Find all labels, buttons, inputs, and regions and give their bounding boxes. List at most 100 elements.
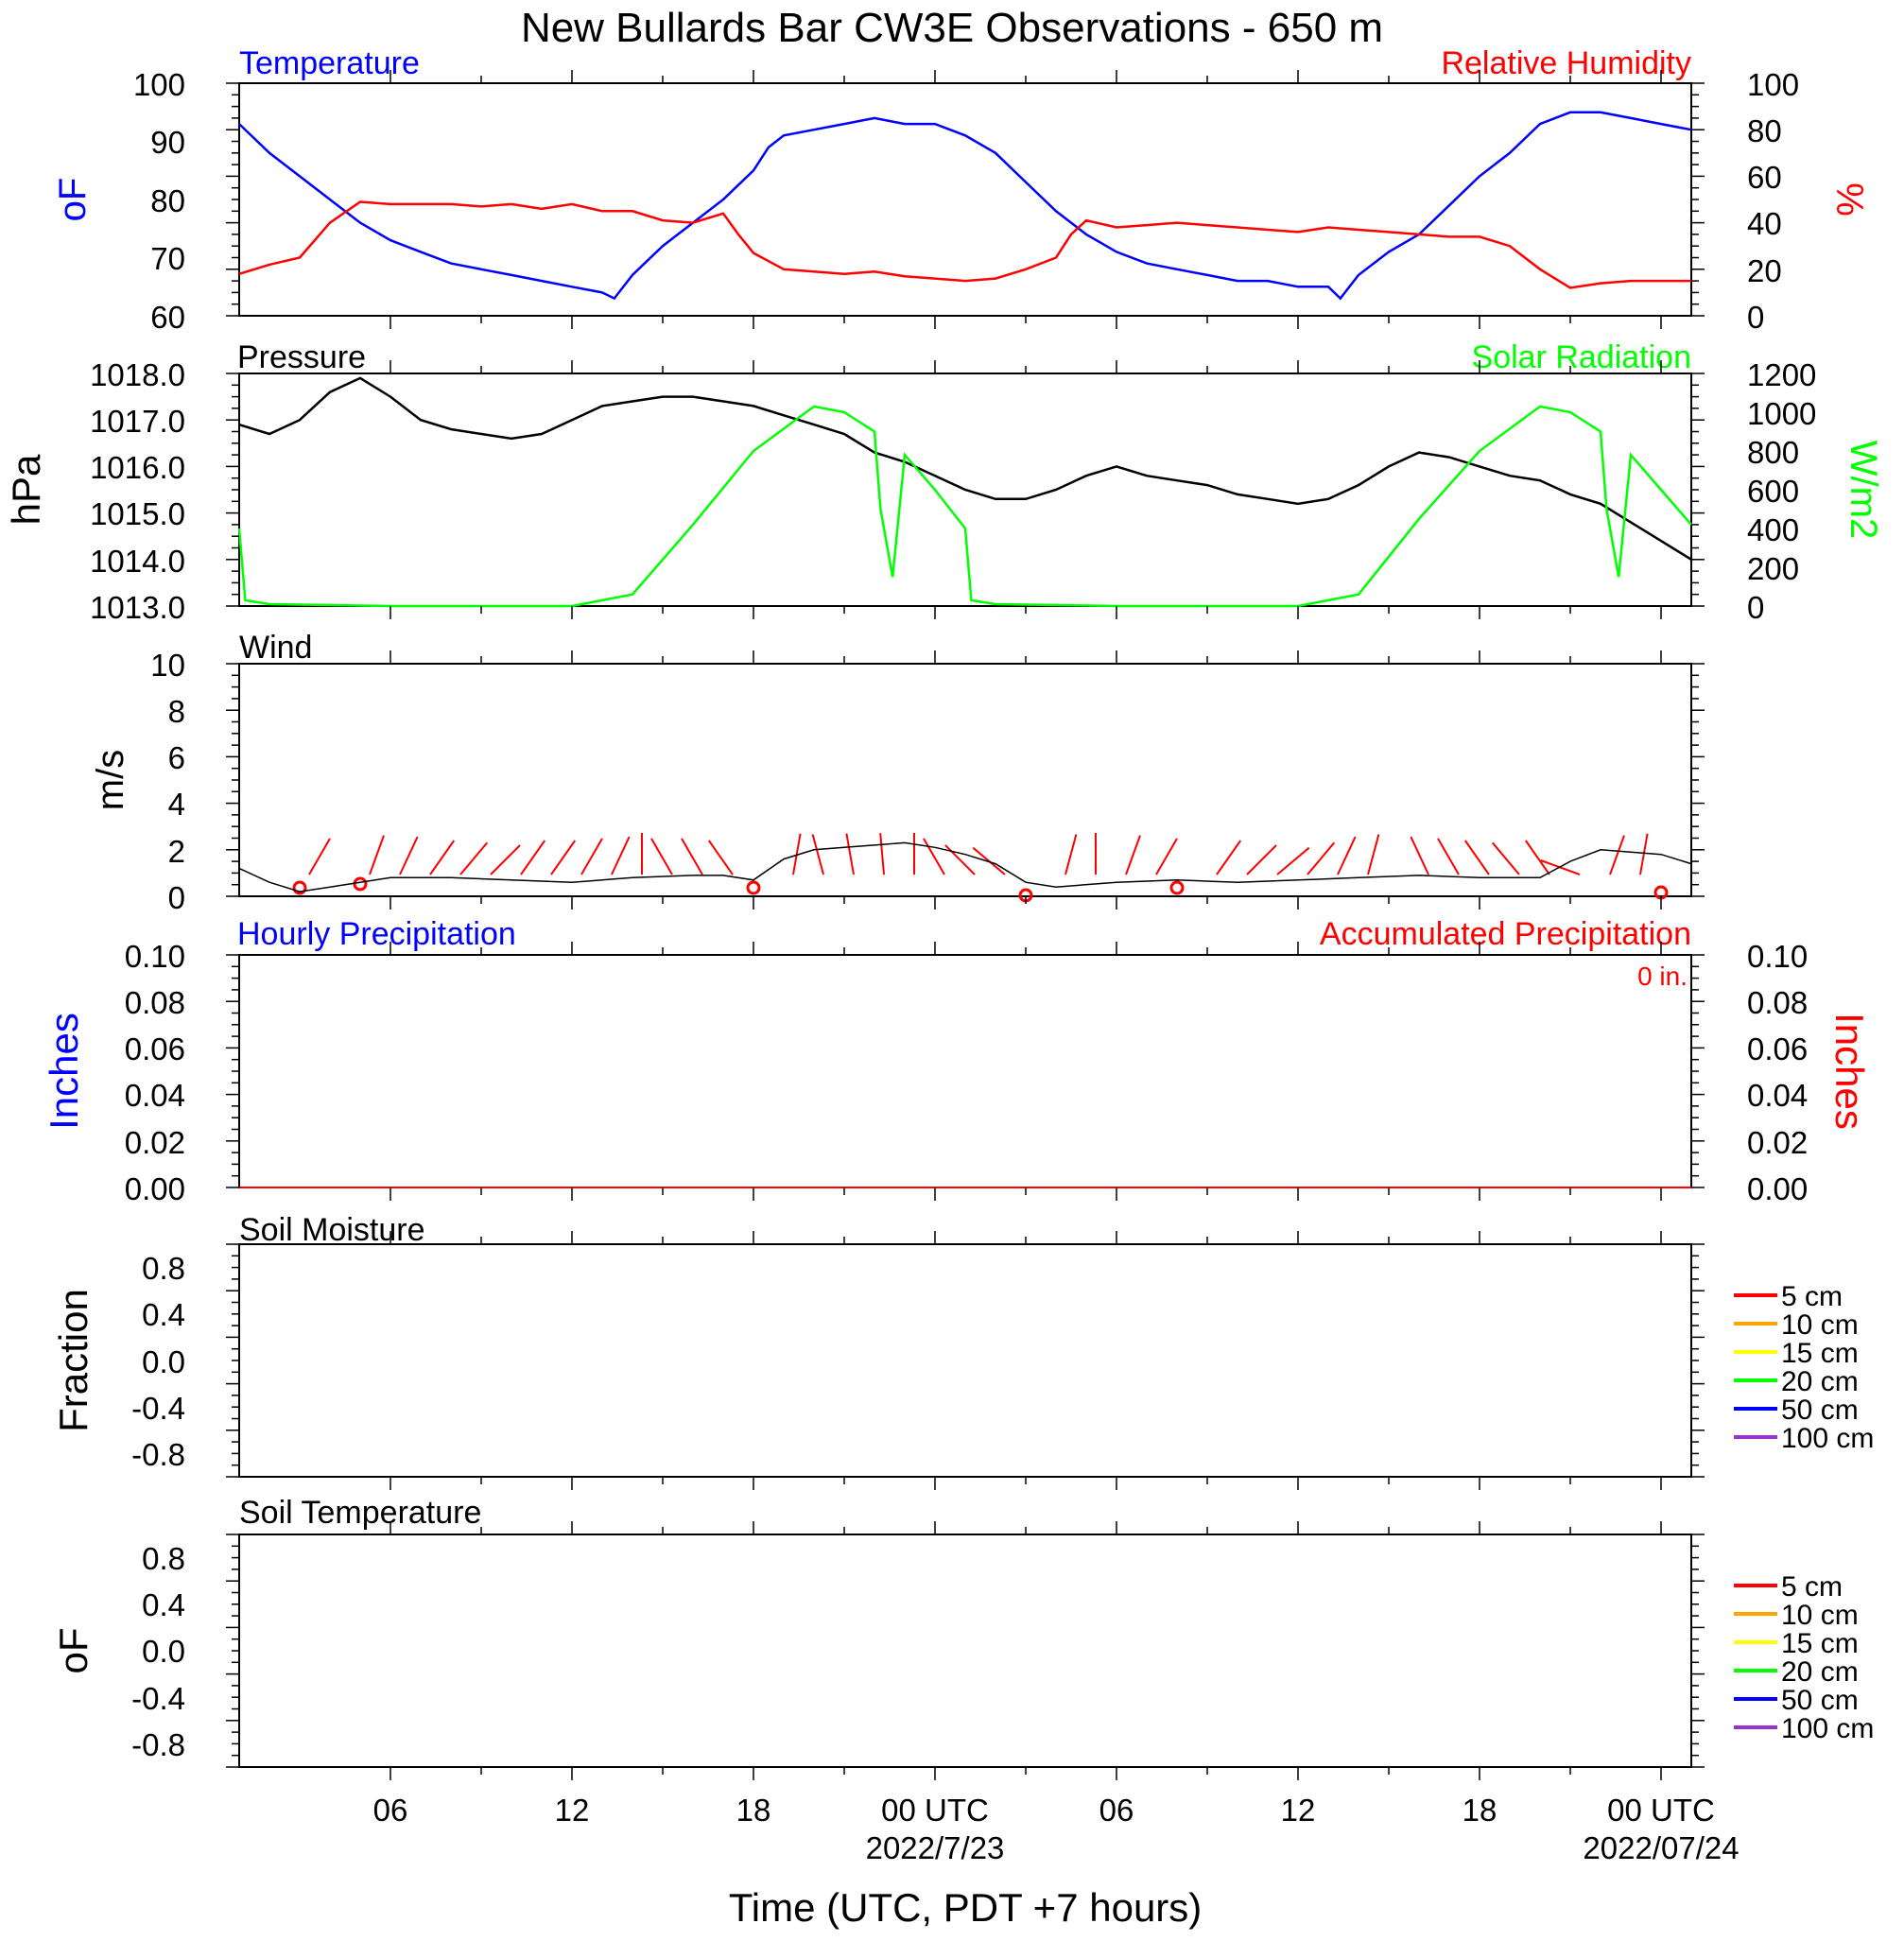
y-tick-label: 0.08	[125, 985, 185, 1020]
y-tick-label: 0.4	[142, 1297, 185, 1332]
accum-precip-title: Accumulated Precipitation	[1320, 916, 1691, 952]
y-tick-label: 0.00	[125, 1171, 185, 1206]
wind-barb	[650, 838, 673, 875]
y-tick-label: -0.4	[131, 1391, 185, 1426]
calm-wind-circle	[1169, 880, 1185, 895]
panel-soil-moisture: Soil Moisture Fraction 0.8 0.4 0.0 -0.4 …	[51, 1212, 1874, 1478]
y2-tick-label: 0	[1747, 300, 1764, 335]
wind-barb	[1065, 834, 1078, 875]
wind-barb	[308, 838, 331, 875]
wind-units: m/s	[90, 750, 131, 810]
wind-barb	[369, 835, 385, 875]
precip-y-ticks: 0.10 0.08 0.06 0.04 0.02 0.00	[125, 939, 185, 1206]
y-tick-label: 0.8	[142, 1251, 185, 1286]
y2-tick-label: 1000	[1747, 396, 1816, 431]
pressure-y-ticks: 1018.0 1017.0 1016.0 1015.0 1014.0 1013.…	[90, 357, 185, 625]
legend-label: 100 cm	[1781, 1423, 1874, 1454]
y2-tick-label: 0.10	[1747, 939, 1808, 974]
y-tick-label: 0.0	[142, 1344, 185, 1379]
y-tick-label: 8	[168, 694, 185, 729]
x-tick-label: 18	[736, 1793, 771, 1828]
wind-barb	[1155, 838, 1178, 875]
wind-barb	[923, 838, 945, 875]
y-tick-label: 4	[168, 787, 185, 822]
wind-barb	[1367, 834, 1380, 875]
y2-tick-label: 600	[1747, 474, 1799, 509]
wind-y-ticks: 10 8 6 4 2 0	[150, 648, 185, 915]
panel-temp-rh: Temperature Relative Humidity oF % 100 9…	[52, 45, 1870, 335]
temperature-units: oF	[52, 178, 94, 222]
solar-radiation-line	[237, 405, 1692, 608]
soil-temperature-legend: 5 cm 10 cm 15 cm 20 cm 50 cm 100 cm	[1734, 1571, 1874, 1744]
x-axis-title: Time (UTC, PDT +7 hours)	[729, 1885, 1203, 1930]
soil-moisture-title: Soil Moisture	[239, 1212, 425, 1248]
wind-barb	[1524, 840, 1550, 875]
legend-label: 5 cm	[1781, 1571, 1843, 1603]
wind-barb	[792, 833, 802, 875]
y-tick-label: 0.10	[125, 939, 185, 974]
wind-barb	[1276, 846, 1310, 875]
accum-precip-y-ticks: 0.10 0.08 0.06 0.04 0.02 0.00	[1747, 939, 1808, 1206]
legend-label: 10 cm	[1781, 1309, 1859, 1341]
pressure-units: hPa	[4, 454, 48, 525]
panel-precipitation: Hourly Precipitation Accumulated Precipi…	[42, 916, 1872, 1206]
wind-barb	[580, 838, 603, 875]
humidity-y-ticks: 100 80 60 40 20 0	[1747, 67, 1799, 335]
y-tick-label: -0.8	[131, 1727, 185, 1762]
y2-tick-label: 80	[1747, 113, 1782, 148]
wind-speed-line	[238, 841, 1692, 893]
wind-barb	[1437, 838, 1460, 875]
y-tick-label: 6	[168, 740, 185, 775]
accum-precip-units: Inches	[1827, 1013, 1872, 1130]
soil-temperature-title: Soil Temperature	[239, 1495, 481, 1531]
wind-barb	[1246, 844, 1277, 875]
y2-tick-label: 40	[1747, 206, 1782, 241]
soil-moisture-legend: 5 cm 10 cm 15 cm 20 cm 50 cm 100 cm	[1734, 1281, 1874, 1454]
y-tick-label: 1013.0	[90, 590, 185, 625]
wind-barb	[429, 840, 456, 875]
legend-label: 5 cm	[1781, 1281, 1843, 1312]
x-tick-label: 12	[1281, 1793, 1316, 1828]
y2-tick-label: 0.08	[1747, 985, 1808, 1020]
soil-temperature-units: oF	[51, 1627, 95, 1673]
wind-barb	[944, 844, 976, 875]
legend-label: 15 cm	[1781, 1628, 1859, 1659]
y-tick-label: 0.02	[125, 1125, 185, 1160]
y-tick-label: 100	[133, 67, 185, 102]
y2-tick-label: 20	[1747, 253, 1782, 288]
panel-frame	[238, 1534, 1692, 1768]
panel-pressure-solar: Pressure Solar Radiation hPa W/m2 1018.0…	[4, 339, 1884, 625]
wind-barb	[1337, 836, 1357, 875]
humidity-title: Relative Humidity	[1441, 45, 1691, 81]
accum-precip-total: 0 in.	[1637, 962, 1688, 991]
y-tick-label: 0.4	[142, 1587, 185, 1622]
y2-tick-label: 0.06	[1747, 1031, 1808, 1066]
hourly-precip-units: Inches	[42, 1013, 86, 1130]
wind-title: Wind	[239, 630, 312, 666]
x-date-label: 2022/07/24	[1583, 1830, 1739, 1865]
solar-units: W/m2	[1843, 441, 1884, 539]
chart-title: New Bullards Bar CW3E Observations - 650…	[521, 5, 1383, 51]
temperature-y-ticks: 100 90 80 70 60	[133, 67, 185, 335]
wind-barb	[550, 840, 577, 875]
wind-barb	[681, 838, 703, 875]
calm-wind-circle	[353, 876, 368, 892]
x-tick-label: 12	[555, 1793, 590, 1828]
soil-moisture-y-ticks: 0.8 0.4 0.0 -0.4 -0.8	[131, 1251, 185, 1472]
y-tick-label: 1016.0	[90, 450, 185, 485]
x-tick-label: 06	[1099, 1793, 1134, 1828]
x-tick-label: 00 UTC	[1607, 1793, 1715, 1828]
x-tick-label: 00 UTC	[881, 1793, 989, 1828]
wind-barb	[1491, 841, 1520, 875]
y-tick-label: 60	[150, 300, 185, 335]
y-tick-label: 0.04	[125, 1078, 185, 1113]
legend-label: 20 cm	[1781, 1656, 1859, 1688]
legend-label: 50 cm	[1781, 1685, 1859, 1716]
y-tick-label: 0	[168, 880, 185, 915]
wind-barb	[1216, 840, 1242, 875]
y-tick-label: 90	[150, 125, 185, 160]
soil-temperature-y-ticks: 0.8 0.4 0.0 -0.4 -0.8	[131, 1541, 185, 1762]
temperature-line	[238, 111, 1692, 301]
y-tick-label: 0.06	[125, 1031, 185, 1066]
wind-barb	[707, 840, 734, 875]
